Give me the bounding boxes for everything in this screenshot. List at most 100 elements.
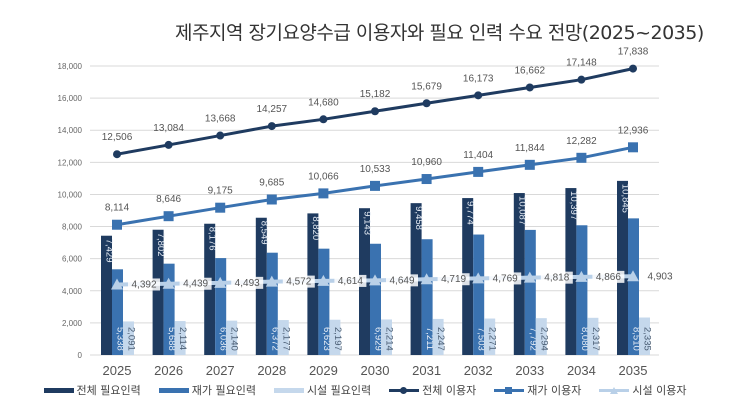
x-tick-label: 2027 xyxy=(206,363,235,378)
x-tick-label: 2031 xyxy=(412,363,441,378)
legend-swatch-bar xyxy=(158,387,189,393)
y-tick-label: 2,000 xyxy=(62,319,83,328)
marker-point xyxy=(370,180,380,191)
marker-point xyxy=(111,278,123,290)
legend-label: 재가 이용자 xyxy=(527,384,582,397)
line-data-label: 11,404 xyxy=(463,150,493,161)
y-axis: 0 2,000 4,000 6,000 8,000 10,000 12,000 14,000 1… xyxy=(58,62,83,360)
legend-item: 재가 필요인력 xyxy=(158,382,256,398)
bar-data-label: 2,140 xyxy=(229,327,240,351)
bar-data-label: 8,080 xyxy=(579,327,590,351)
x-tick-label: 2025 xyxy=(103,363,132,378)
line-data-label: 10,066 xyxy=(308,171,339,182)
marker-point xyxy=(576,152,587,163)
bar-facility-2027 xyxy=(226,320,238,355)
line-data-label: 16,662 xyxy=(515,65,546,76)
y-tick-label: 14,000 xyxy=(58,126,83,135)
label-bg xyxy=(540,271,573,284)
x-tick-label: 2028 xyxy=(257,363,286,378)
bar-data-label: 9,774 xyxy=(465,201,476,225)
line-data-label: 4,614 xyxy=(338,276,363,287)
marker-point xyxy=(421,174,432,185)
bar-home-2035 xyxy=(628,218,639,355)
bar-home-2025 xyxy=(112,269,123,355)
label-bg xyxy=(437,273,470,286)
label-bg xyxy=(592,270,625,283)
bar-facility-2032 xyxy=(484,318,496,355)
line-data-label: 10,960 xyxy=(411,157,442,168)
legend-label: 전체 필요인력 xyxy=(76,384,141,397)
line-data-label: 4,439 xyxy=(183,279,208,290)
line-data-label: 17,148 xyxy=(566,58,597,69)
bar-data-label: 2,271 xyxy=(487,327,498,351)
line-data-label: 8,114 xyxy=(105,203,130,214)
label-bg xyxy=(644,270,676,283)
bar-data-label: 2,317 xyxy=(590,327,601,351)
bar-data-label: 2,247 xyxy=(435,327,446,351)
bar-home-2029 xyxy=(318,248,330,355)
y-tick-label: 6,000 xyxy=(62,255,83,264)
line-data-label: 13,084 xyxy=(153,123,184,134)
line-data-label: 12,936 xyxy=(618,125,649,136)
x-tick-label: 2032 xyxy=(464,363,493,378)
bar-data-label: 2,114 xyxy=(177,327,188,350)
bar-data-label: 6,372 xyxy=(269,327,280,351)
line-data-label: 12,282 xyxy=(566,136,597,147)
bar-home-2027 xyxy=(215,258,227,355)
bar-facility-2029 xyxy=(329,319,341,355)
bar-data-label: 6,036 xyxy=(218,327,229,351)
y-tick-label: 0 xyxy=(78,351,83,360)
bar-data-label: 7,503 xyxy=(476,327,487,351)
marker-point xyxy=(575,270,588,282)
x-tick-label: 2026 xyxy=(154,363,183,378)
marker-point xyxy=(474,91,483,100)
circle-marker-icon xyxy=(400,386,408,394)
marker-point xyxy=(628,142,638,153)
line-data-label: 11,844 xyxy=(515,143,545,154)
line-data-label: 14,257 xyxy=(257,104,288,115)
bars: 7,429 5,338 2,091 7,802 5,688 2,114 8,176 6,036… xyxy=(101,180,653,355)
marker-point xyxy=(162,277,175,289)
label-bg xyxy=(334,274,367,287)
label-bg xyxy=(128,278,160,291)
bar-data-label: 7,792 xyxy=(527,327,538,351)
bar-data-label: 9,458 xyxy=(413,206,424,230)
bar-data-label: 2,197 xyxy=(332,327,343,351)
marker-point xyxy=(214,276,227,288)
legend-swatch-bar xyxy=(43,387,74,393)
bar-data-label: 5,338 xyxy=(115,327,126,351)
bar-data-label: 8,820 xyxy=(310,216,321,240)
marker-point xyxy=(472,272,485,284)
y-tick-label: 8,000 xyxy=(62,223,83,232)
marker-point xyxy=(112,219,122,230)
bar-data-label: 9,143 xyxy=(362,211,373,235)
marker-point xyxy=(629,64,637,73)
bar-facility-2028 xyxy=(277,320,289,355)
marker-point xyxy=(318,188,329,199)
line-data-label: 9,685 xyxy=(259,178,284,189)
line-data-label: 9,175 xyxy=(208,186,233,197)
lines: 12,506 13,084 13,668 14,257 14,680 15,182 15,6… xyxy=(102,47,676,291)
line-data-label: 15,182 xyxy=(360,89,391,100)
y-tick-label: 18,000 xyxy=(58,62,83,71)
line-data-label: 4,719 xyxy=(441,274,466,285)
line-data-label: 4,866 xyxy=(596,272,621,283)
marker-point xyxy=(525,83,534,92)
x-tick-label: 2029 xyxy=(309,363,338,378)
legend-item: 재가 이용자 xyxy=(494,382,581,398)
marker-point xyxy=(369,274,381,286)
legend-swatch-bar xyxy=(273,387,304,393)
bar-facility-2033 xyxy=(535,318,547,355)
marker-point xyxy=(266,194,277,205)
label-bg xyxy=(386,274,418,287)
line-data-label: 4,493 xyxy=(235,278,260,289)
x-tick-label: 2035 xyxy=(619,363,648,378)
legend-item: 시설 필요인력 xyxy=(273,382,371,398)
y-tick-label: 4,000 xyxy=(62,287,83,296)
label-bg xyxy=(179,277,212,290)
marker-point xyxy=(577,75,586,84)
bar-facility-2031 xyxy=(432,318,444,355)
bar-data-label: 5,688 xyxy=(166,327,177,351)
bar-facility-2026 xyxy=(174,321,186,355)
